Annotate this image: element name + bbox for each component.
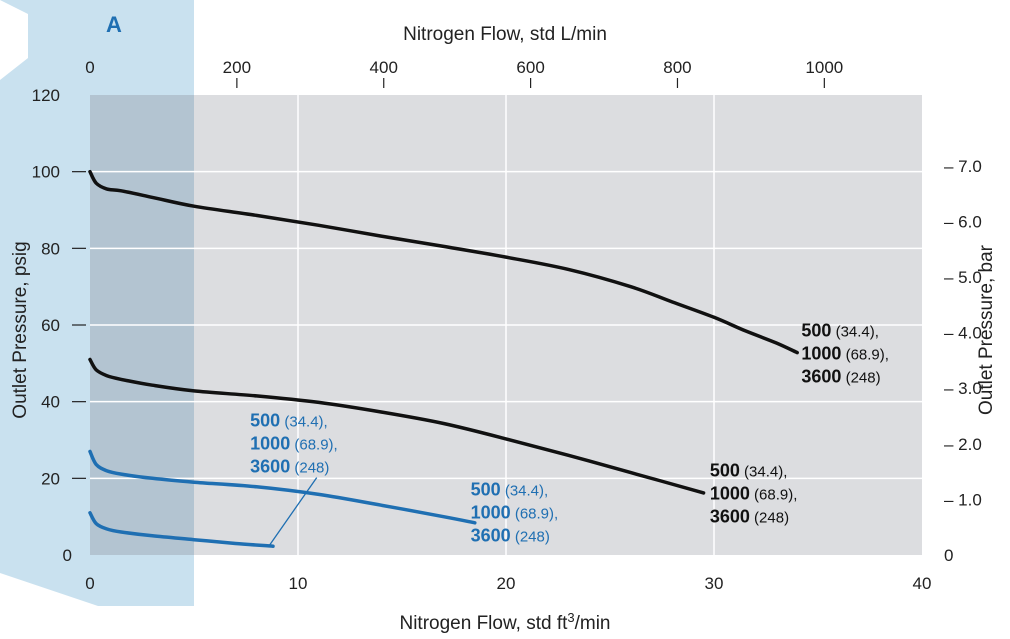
region-a-label: A — [106, 12, 122, 37]
annotation-value: 500 — [250, 411, 280, 431]
y-axis-right-title: Outlet Pressure, bar — [976, 244, 997, 415]
x-axis-top-title: Nitrogen Flow, std L/min — [403, 24, 607, 45]
black-pressure-curve — [88, 169, 799, 355]
annotation-sub-value: (68.9), — [511, 506, 559, 523]
right-tick-label: – 7.0 — [944, 157, 982, 176]
annotation-value: 3600 — [801, 367, 841, 387]
top-tick-label: 200 — [223, 58, 251, 77]
y-axis-left-title: Outlet Pressure, psig — [10, 241, 31, 418]
y-tick-label: 80 — [41, 239, 60, 258]
annotation-sub-value: (68.9), — [290, 437, 338, 454]
y-tick-label: 40 — [41, 393, 60, 412]
blue-pressure-curve — [88, 449, 477, 525]
right-tick-label: – 4.0 — [944, 324, 982, 343]
annotation-value: 3600 — [250, 457, 290, 477]
top-tick-label: 600 — [516, 58, 544, 77]
annotation-sub-value: (248) — [290, 460, 329, 477]
curve-annotation-2: 500 (34.4), 1000 (68.9), 3600 (248) — [710, 460, 798, 526]
right-tick-label: 0 — [944, 546, 953, 565]
top-tick-label: 0 — [85, 58, 94, 77]
blue-pressure-curve — [88, 511, 275, 548]
top-tick-label: 800 — [663, 58, 691, 77]
right-tick-label: – 3.0 — [944, 379, 982, 398]
curve-annotation-3: 500 (34.4), 1000 (68.9), 3600 (248) — [471, 480, 559, 546]
annotation-sub-value: (248) — [841, 370, 880, 387]
y-tick-label: 20 — [41, 469, 60, 488]
annotation-sub-value: (248) — [511, 529, 550, 546]
annotation-value: 3600 — [471, 526, 511, 546]
right-tick-label: – 5.0 — [944, 268, 982, 287]
leader-line — [268, 477, 318, 547]
annotation-sub-value: (34.4), — [831, 324, 879, 341]
annotation-sub-value: (34.4), — [501, 483, 549, 500]
y-tick-label: 60 — [41, 316, 60, 335]
x-tick-label: 40 — [913, 574, 932, 593]
annotation-sub-value: (34.4), — [740, 463, 788, 480]
annotation-value: 1000 — [801, 344, 841, 364]
right-tick-label: – 2.0 — [944, 435, 982, 454]
annotation-value: 1000 — [710, 483, 750, 503]
y-tick-label: 120 — [32, 86, 60, 105]
y-tick-label: 0 — [63, 546, 72, 565]
annotation-sub-value: (248) — [750, 509, 789, 526]
curve-annotation-4: 500 (34.4), 1000 (68.9), 3600 (248) — [250, 411, 338, 477]
y-tick-label: 100 — [32, 163, 60, 182]
x-tick-label: 10 — [289, 574, 308, 593]
curve-annotations: 500 (34.4), 1000 (68.9), 3600 (248)500 (34… — [250, 321, 889, 546]
x-tick-label: 20 — [497, 574, 516, 593]
annotation-value: 3600 — [710, 506, 750, 526]
curves — [88, 169, 799, 548]
black-pressure-curve — [88, 357, 706, 495]
top-tick-label: 400 — [370, 58, 398, 77]
right-tick-label: – 6.0 — [944, 212, 982, 231]
annotation-sub-value: (34.4), — [280, 414, 328, 431]
annotation-value: 500 — [801, 321, 831, 341]
gridlines — [90, 95, 922, 555]
annotation-value: 500 — [710, 460, 740, 480]
top-tick-label: 1000 — [805, 58, 843, 77]
annotation-sub-value: (68.9), — [750, 486, 798, 503]
annotation-value: 1000 — [471, 503, 511, 523]
annotation-value: 1000 — [250, 434, 290, 454]
x-tick-label: 30 — [705, 574, 724, 593]
annotation-value: 500 — [471, 480, 501, 500]
curve-annotation-1: 500 (34.4), 1000 (68.9), 3600 (248) — [801, 321, 889, 387]
x-axis-bottom-title: Nitrogen Flow, std ft3/min — [399, 610, 610, 635]
annotation-sub-value: (68.9), — [841, 347, 889, 364]
right-tick-label: – 1.0 — [944, 490, 982, 509]
x-tick-label: 0 — [85, 574, 94, 593]
